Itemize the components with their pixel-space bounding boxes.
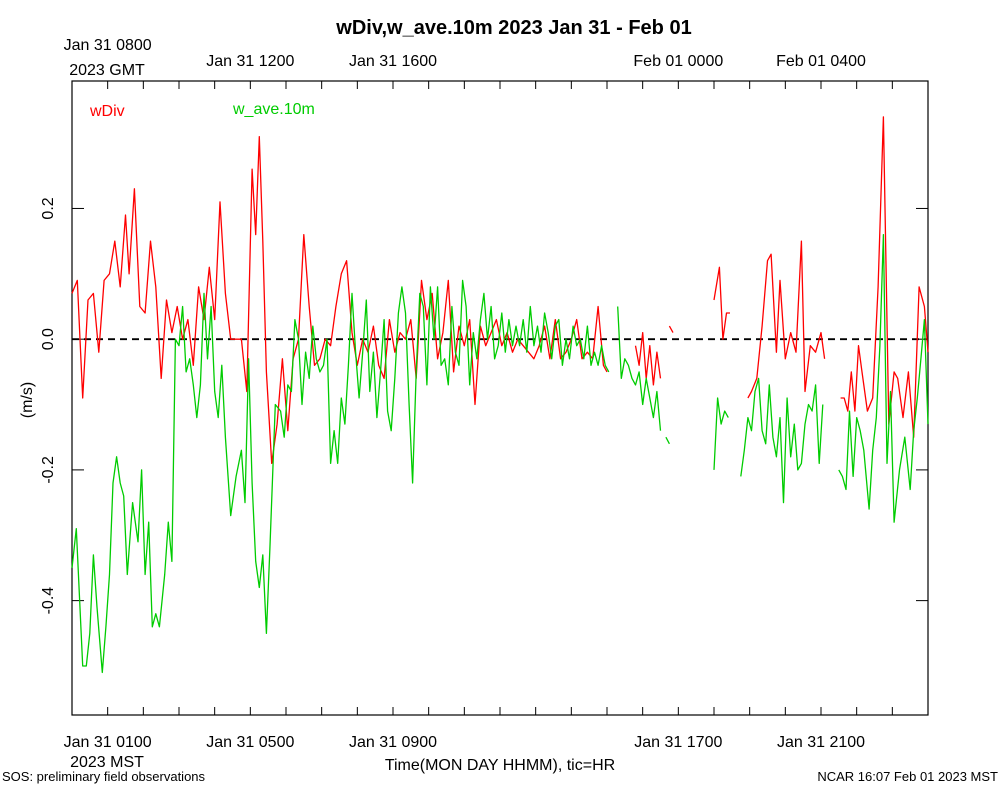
y-tick-label: -0.4 — [40, 587, 57, 615]
axis-labels: -0.4 -0.2 0.0 0.2 Jan 31 0100 Jan 31 0500 Jan … — [40, 37, 866, 751]
y-axis-title: (m/s) — [19, 382, 36, 418]
footer-right: NCAR 16:07 Feb 01 2023 MST — [817, 769, 998, 784]
axis-ticks — [71, 81, 929, 715]
legend-wdiv: wDiv — [89, 103, 125, 120]
bottom-axis-timezone: 2023 MST — [70, 754, 144, 771]
y-tick-label: 0.0 — [40, 328, 57, 350]
x-tick-label-top: Jan 31 1600 — [349, 53, 437, 70]
x-axis-title: Time(MON DAY HHMM), tic=HR — [385, 757, 615, 774]
x-tick-label-top: Jan 31 0800 — [64, 37, 152, 54]
y-tick-label: 0.2 — [40, 197, 57, 219]
x-tick-label-bottom: Jan 31 0100 — [64, 734, 152, 751]
x-tick-label-bottom: Jan 31 0500 — [206, 734, 294, 751]
top-axis-timezone: 2023 GMT — [69, 62, 145, 79]
x-tick-label-bottom: Jan 31 0900 — [349, 734, 437, 751]
x-tick-label-top: Jan 31 1200 — [206, 53, 294, 70]
x-tick-label-bottom: Jan 31 1700 — [634, 734, 722, 751]
series-line-wdiv — [71, 116, 929, 465]
x-tick-label-top: Feb 01 0000 — [633, 53, 723, 70]
series-line-w-ave-10m — [71, 233, 929, 674]
chart-title: wDiv,w_ave.10m 2023 Jan 31 - Feb 01 — [335, 17, 691, 39]
footer-left: SOS: preliminary field observations — [2, 769, 206, 784]
x-tick-label-top: Feb 01 0400 — [776, 53, 866, 70]
x-tick-label-bottom: Jan 31 2100 — [777, 734, 865, 751]
series-layer — [71, 116, 929, 674]
legend-w-ave-10m: w_ave.10m — [232, 101, 315, 118]
y-tick-label: -0.2 — [40, 456, 57, 484]
